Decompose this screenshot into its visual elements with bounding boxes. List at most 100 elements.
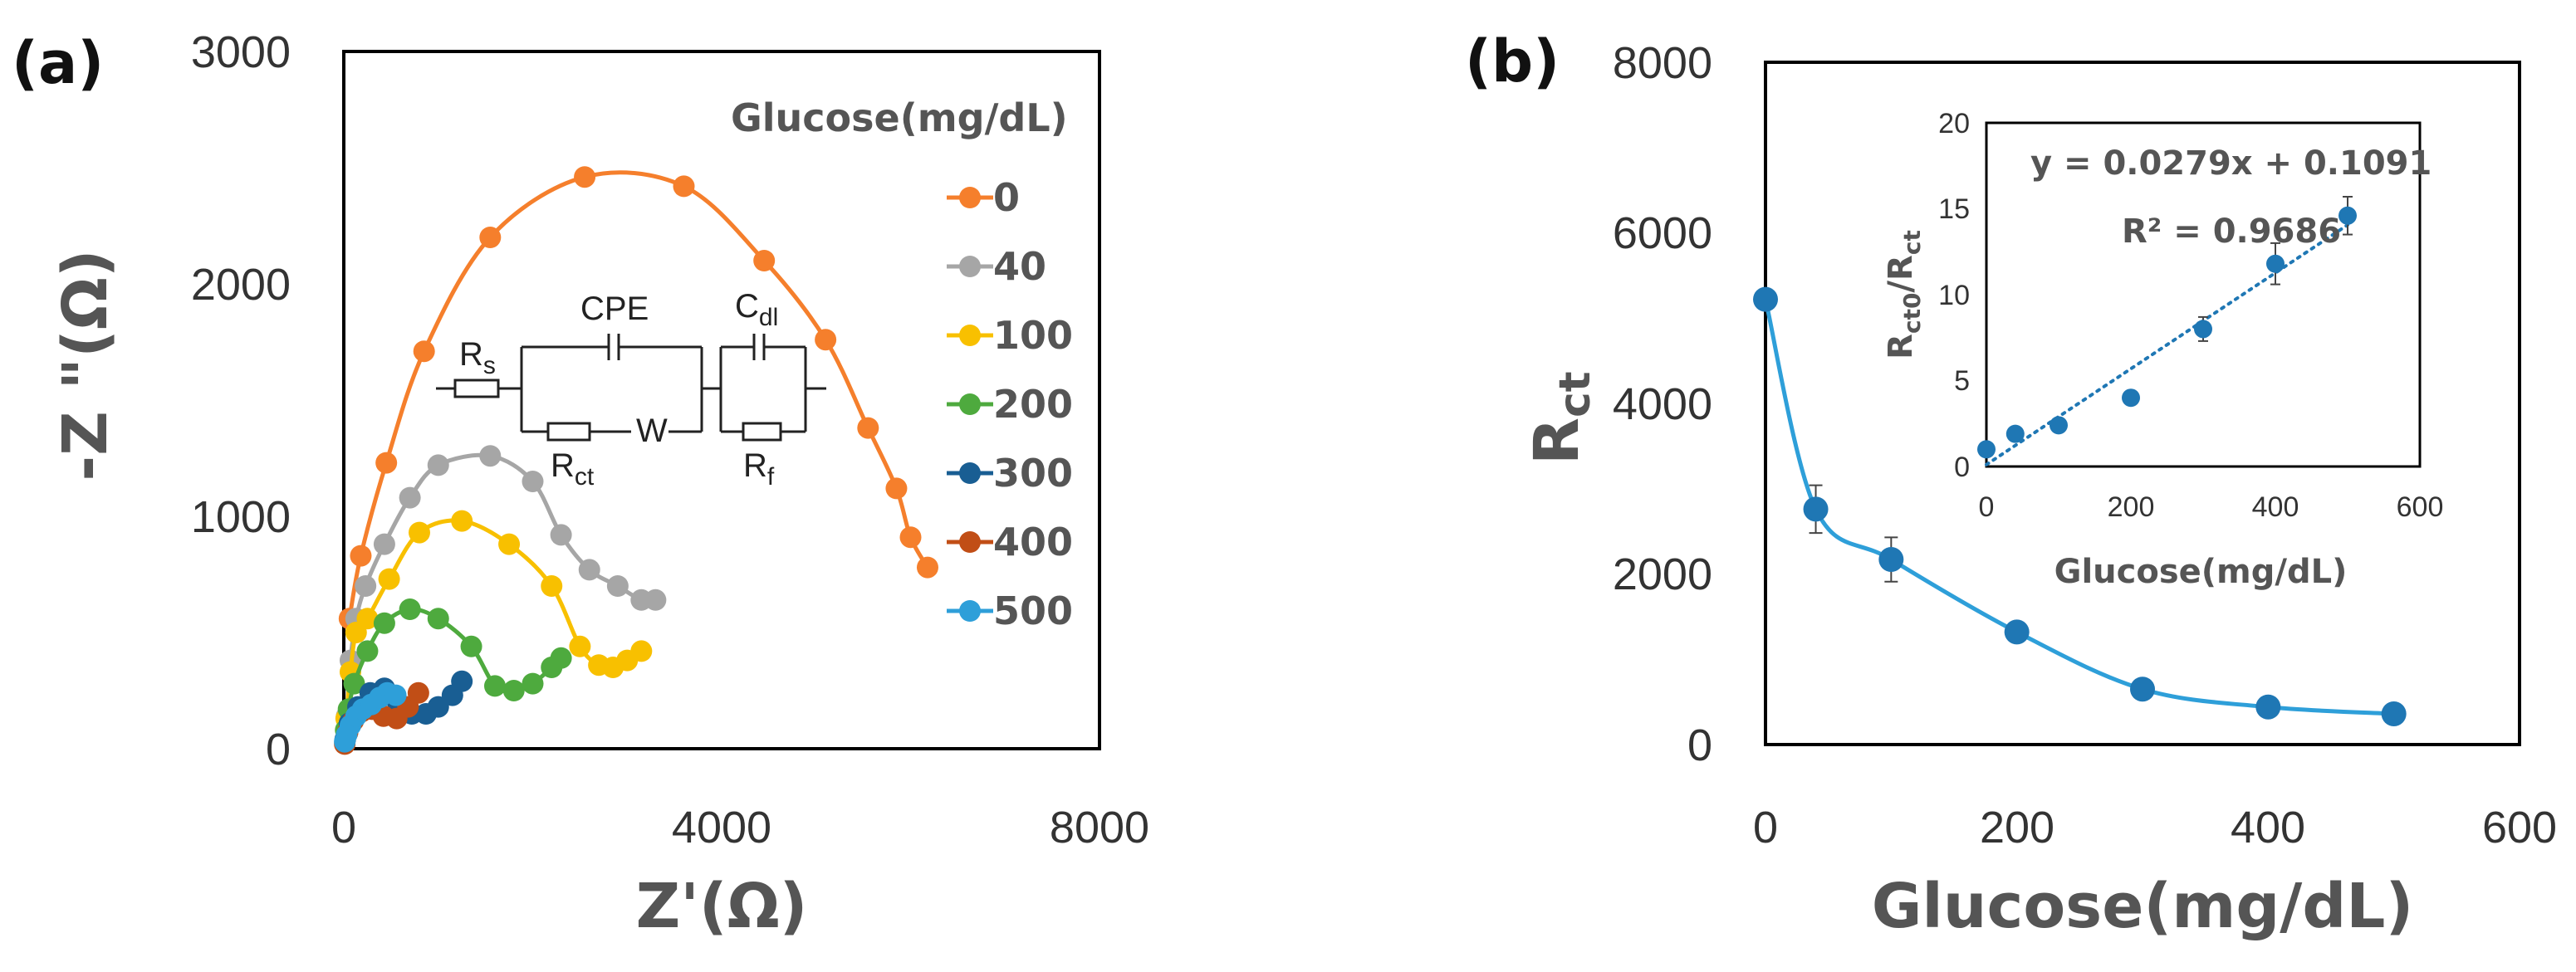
panel-a-label: (a): [12, 29, 104, 97]
circuit-label-rct: Rct: [551, 447, 595, 491]
data-point: [569, 635, 591, 657]
data-point: [355, 575, 377, 597]
plot-a-ytick: 1000: [191, 492, 291, 542]
plot-b-ytick: 0: [1687, 720, 1712, 770]
data-point: [350, 545, 372, 567]
data-point: [522, 672, 544, 695]
data-point: [451, 510, 473, 532]
legend: Glucose(mg/dL) 0 40 100 200 300 400 500: [731, 95, 1073, 633]
data-point: [753, 250, 776, 271]
data-point: [673, 175, 695, 198]
data-point: [399, 486, 421, 509]
data-point: [479, 445, 502, 467]
data-point: [2004, 619, 2030, 645]
data-point: [899, 526, 922, 549]
resistor-rf: [742, 422, 782, 442]
inset-x-axis-label: Glucose(mg/dL): [2054, 553, 2348, 591]
data-point: [479, 227, 502, 248]
plot-a-x-ticks: 0 4000 8000: [331, 803, 1149, 852]
legend-label: 0: [993, 175, 1020, 220]
plot-a-xtick: 4000: [672, 803, 771, 852]
plot-b-xtick: 400: [2231, 803, 2305, 852]
data-point: [578, 559, 600, 581]
data-point: [885, 477, 908, 500]
legend-label: 500: [993, 589, 1073, 633]
plot-a-x-axis-label: Z'(Ω): [636, 871, 808, 942]
data-point: [375, 452, 398, 474]
data-point: [409, 521, 430, 544]
data-point: [916, 556, 938, 579]
data-point: [498, 533, 521, 555]
plot-a-series-group: [334, 166, 938, 755]
data-point: [2381, 701, 2407, 727]
inset-ytick: 0: [1954, 452, 1970, 483]
plot-b-series-group: [1753, 286, 2407, 727]
legend-entry: 40: [947, 244, 1046, 289]
legend-marker: [959, 531, 981, 553]
legend-marker: [959, 393, 981, 415]
inset-x-ticks: 0 200 400 600: [1979, 491, 2444, 523]
data-point: [343, 672, 365, 695]
inset-y-ticks: 0 5 10 15 20: [1938, 108, 1970, 483]
panel-b: (b) 0 2000 4000 6000 8000 0 200 400 600 …: [1465, 27, 2557, 942]
data-point: [550, 647, 572, 669]
plot-b-frame: [1764, 61, 2521, 746]
data-point: [356, 640, 379, 662]
data-point: [451, 670, 473, 692]
inset-ytick: 20: [1938, 108, 1970, 139]
inset-ytick: 10: [1938, 280, 1970, 311]
data-point: [1977, 440, 1996, 459]
inset-fit-equation: y = 0.0279x + 0.1091: [2030, 144, 2432, 183]
plot-b-y-axis-label: Rct: [1521, 371, 1600, 465]
circuit-label-cdl: Cdl: [735, 288, 778, 331]
plot-b-xtick: 0: [1753, 803, 1778, 852]
data-point: [2194, 320, 2212, 339]
data-point: [399, 598, 421, 620]
data-point: [644, 589, 667, 611]
data-point: [356, 608, 379, 630]
equivalent-circuit: [436, 334, 826, 442]
resistor-rct: [546, 422, 591, 442]
plot-a-ytick: 3000: [191, 27, 291, 77]
plot-b-ytick: 2000: [1613, 549, 1712, 599]
inset-xtick: 0: [1979, 491, 1995, 523]
panel-b-label: (b): [1465, 27, 1560, 95]
resistor-rs: [453, 379, 500, 398]
inset-ytick: 5: [1954, 365, 1970, 397]
legend-marker: [959, 325, 981, 346]
legend-entry: 300: [947, 451, 1073, 496]
series-0: [338, 166, 938, 630]
legend-label: 100: [993, 313, 1073, 358]
legend-label: 300: [993, 451, 1073, 496]
plot-a-xtick: 0: [331, 803, 356, 852]
data-point: [413, 340, 435, 363]
data-point: [2266, 254, 2285, 273]
plot-a-frame: [342, 50, 1101, 750]
data-point: [378, 568, 400, 590]
data-point: [460, 635, 482, 657]
plot-b-x-ticks: 0 200 400 600: [1753, 803, 2557, 852]
data-point: [1753, 286, 1778, 312]
plot-a-xtick: 8000: [1050, 803, 1149, 852]
plot-b-xtick: 200: [1980, 803, 2054, 852]
data-point: [2122, 388, 2140, 408]
panel-a: (a) 0 1000 2000 3000 0 4000 8000 Z'(Ω) -…: [12, 27, 1149, 942]
data-point: [574, 166, 596, 188]
data-point: [522, 471, 544, 492]
legend-entry: 100: [947, 313, 1073, 358]
data-point: [606, 575, 629, 597]
circuit-label-cpe: CPE: [580, 291, 649, 327]
data-point: [427, 454, 449, 476]
data-point: [550, 524, 572, 546]
legend-entry: 400: [947, 520, 1073, 564]
legend-marker: [959, 600, 981, 622]
data-point: [2130, 676, 2155, 702]
data-point: [815, 329, 837, 351]
data-point: [541, 575, 563, 597]
data-point: [630, 640, 653, 662]
plot-b-y-ticks: 0 2000 4000 6000 8000: [1613, 38, 1712, 770]
series-200: [335, 598, 572, 741]
data-point: [2255, 694, 2281, 720]
data-point: [2050, 416, 2068, 435]
